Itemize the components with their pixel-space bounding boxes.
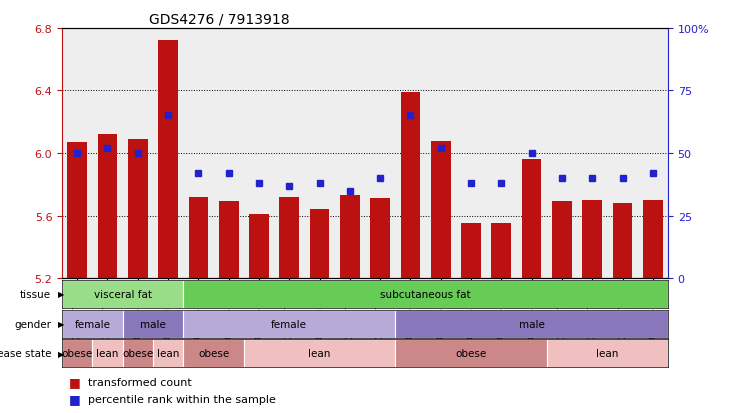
Text: obese: obese: [122, 349, 153, 358]
Bar: [612, 204, 632, 278]
Bar: [62, 310, 123, 338]
Text: tissue: tissue: [20, 289, 51, 299]
Bar: [396, 339, 547, 368]
Bar: [310, 210, 329, 278]
Bar: [62, 280, 183, 308]
Bar: [370, 199, 390, 278]
Bar: [431, 141, 450, 278]
Bar: [401, 93, 420, 278]
Text: obese: obese: [61, 349, 93, 358]
Bar: [552, 202, 572, 278]
Bar: [244, 339, 396, 368]
Bar: [183, 280, 668, 308]
Bar: [522, 160, 542, 278]
Bar: [583, 200, 602, 278]
Text: percentile rank within the sample: percentile rank within the sample: [88, 394, 275, 404]
Bar: [461, 224, 481, 278]
Bar: [183, 339, 244, 368]
Text: transformed count: transformed count: [88, 377, 191, 387]
Text: gender: gender: [14, 319, 51, 329]
Bar: [643, 200, 663, 278]
Text: female: female: [74, 319, 110, 329]
Bar: [249, 214, 269, 278]
Text: ■: ■: [69, 392, 81, 405]
Text: GDS4276 / 7913918: GDS4276 / 7913918: [149, 12, 289, 26]
Bar: [183, 310, 396, 338]
Text: disease state: disease state: [0, 349, 51, 358]
Text: subcutaneous fat: subcutaneous fat: [380, 289, 471, 299]
Text: ▶: ▶: [58, 290, 65, 299]
Text: ■: ■: [69, 375, 81, 389]
Text: lean: lean: [308, 349, 331, 358]
Bar: [123, 310, 183, 338]
Bar: [491, 224, 511, 278]
Text: lean: lean: [157, 349, 180, 358]
Text: female: female: [272, 319, 307, 329]
Text: obese: obese: [456, 349, 487, 358]
Bar: [62, 339, 93, 368]
Bar: [188, 197, 208, 278]
Text: lean: lean: [96, 349, 119, 358]
Text: obese: obese: [198, 349, 229, 358]
Text: lean: lean: [596, 349, 618, 358]
Bar: [396, 310, 668, 338]
Bar: [280, 197, 299, 278]
Text: visceral fat: visceral fat: [93, 289, 152, 299]
Text: ▶: ▶: [58, 319, 65, 328]
Bar: [93, 339, 123, 368]
Bar: [219, 202, 239, 278]
Bar: [98, 135, 118, 278]
Bar: [340, 196, 360, 278]
Bar: [123, 339, 153, 368]
Bar: [67, 143, 87, 278]
Bar: [158, 41, 178, 278]
Text: male: male: [519, 319, 545, 329]
Text: ▶: ▶: [58, 349, 65, 358]
Text: male: male: [140, 319, 166, 329]
Bar: [547, 339, 668, 368]
Bar: [128, 140, 147, 278]
Bar: [153, 339, 183, 368]
